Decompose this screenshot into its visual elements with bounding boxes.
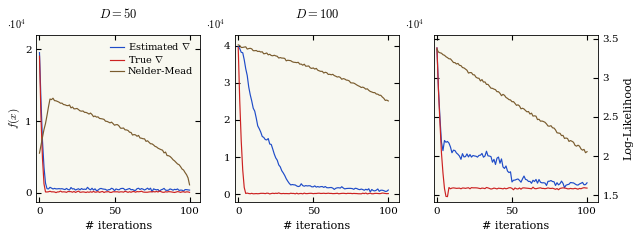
Nelder-Mead — [75, 108, 83, 111]
Line: Nelder-Mead: Nelder-Mead — [40, 98, 189, 185]
True $\nabla$ — [142, 191, 150, 194]
True $\nabla$ — [150, 190, 157, 193]
X-axis label: # iterations: # iterations — [284, 221, 351, 231]
Estimated $\nabla$ — [73, 188, 81, 191]
Nelder-Mead — [49, 97, 57, 100]
True $\nabla$ — [75, 190, 83, 193]
Estimated $\nabla$ — [125, 187, 133, 190]
Estimated $\nabla$ — [46, 186, 54, 189]
Y-axis label: $f(x)$: $f(x)$ — [7, 107, 22, 129]
Nelder-Mead — [36, 152, 44, 154]
Estimated $\nabla$ — [36, 51, 44, 54]
Estimated $\nabla$ — [150, 187, 157, 190]
True $\nabla$ — [127, 191, 135, 194]
Nelder-Mead — [106, 121, 114, 124]
Legend: Estimated $\nabla$, True $\nabla$, Nelder-Mead: Estimated $\nabla$, True $\nabla$, Nelde… — [108, 40, 195, 78]
Estimated $\nabla$ — [148, 190, 156, 193]
Text: $\cdot10^4$: $\cdot10^4$ — [7, 18, 26, 31]
Text: $\cdot10^4$: $\cdot10^4$ — [206, 18, 225, 31]
X-axis label: # iterations: # iterations — [482, 221, 549, 231]
X-axis label: # iterations: # iterations — [84, 221, 152, 231]
Line: Estimated $\nabla$: Estimated $\nabla$ — [40, 53, 189, 192]
Title: $D = 100$: $D = 100$ — [294, 8, 339, 21]
Estimated $\nabla$ — [186, 189, 193, 192]
Nelder-Mead — [46, 98, 54, 100]
Estimated $\nabla$ — [105, 188, 113, 191]
Nelder-Mead — [186, 183, 193, 186]
Text: $\cdot10^4$: $\cdot10^4$ — [404, 18, 424, 31]
Line: True $\nabla$: True $\nabla$ — [40, 56, 189, 193]
True $\nabla$ — [46, 190, 54, 193]
True $\nabla$ — [186, 191, 193, 194]
Y-axis label: Log-Likelihood: Log-Likelihood — [623, 76, 633, 160]
Title: $D = 50$: $D = 50$ — [99, 7, 138, 21]
Nelder-Mead — [142, 140, 150, 143]
True $\nabla$ — [36, 55, 44, 58]
Nelder-Mead — [127, 131, 135, 134]
True $\nabla$ — [52, 191, 60, 194]
Estimated $\nabla$ — [141, 188, 148, 191]
True $\nabla$ — [106, 191, 114, 194]
Nelder-Mead — [150, 144, 157, 146]
